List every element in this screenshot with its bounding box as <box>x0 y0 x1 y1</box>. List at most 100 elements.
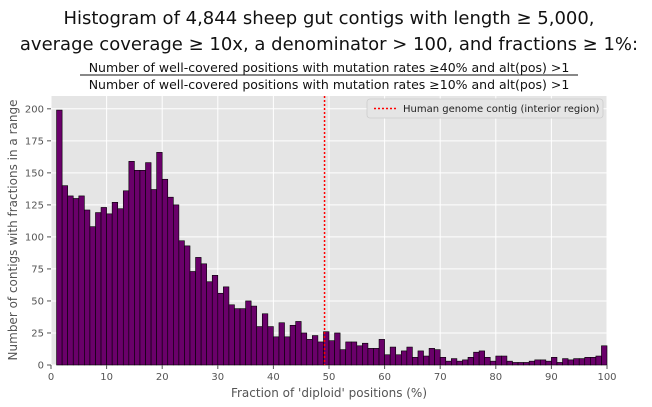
histogram-bar <box>339 349 346 366</box>
histogram-bar <box>56 109 63 366</box>
histogram-bar <box>551 357 558 366</box>
x-axis-label: Fraction of 'diploid' positions (%) <box>231 386 427 400</box>
histogram-bar <box>362 342 369 366</box>
histogram-bar <box>350 341 358 366</box>
histogram-bar <box>161 178 169 366</box>
histogram-bar <box>189 271 196 366</box>
histogram-bar <box>484 357 491 366</box>
x-tick-label: 20 <box>156 372 169 383</box>
x-tick-label: 80 <box>489 372 502 383</box>
histogram-bar <box>278 322 285 366</box>
fraction-numerator: Number of well-covered positions with mu… <box>89 60 570 75</box>
histogram-bar <box>451 358 458 366</box>
histogram-bar <box>223 286 230 366</box>
histogram-bar <box>439 357 447 366</box>
histogram-bar <box>334 332 341 366</box>
histogram-bar <box>178 240 185 366</box>
histogram-bar <box>173 204 180 366</box>
y-axis-label: Number of contigs with fractions in a ra… <box>6 100 20 361</box>
y-tick-label: 175 <box>25 136 44 147</box>
histogram-bar <box>367 348 374 366</box>
histogram-bar <box>495 355 502 366</box>
histogram-bar <box>478 350 485 366</box>
x-axis-ticks: 0 10 20 30 40 50 60 70 80 90 100 <box>48 365 617 383</box>
histogram-bar <box>273 336 280 366</box>
histogram-bar <box>211 275 219 366</box>
histogram-bar <box>590 357 597 366</box>
histogram-bar <box>145 162 152 366</box>
histogram-bar <box>517 362 524 366</box>
histogram-bar <box>184 245 191 366</box>
histogram-bar <box>306 339 313 366</box>
y-tick-label: 0 <box>38 361 44 372</box>
histogram-bar <box>117 208 124 366</box>
histogram-bar <box>300 332 308 366</box>
histogram-bar <box>261 313 269 366</box>
histogram-bar <box>122 190 130 366</box>
x-tick-label: 100 <box>597 372 616 383</box>
histogram-bar <box>601 345 608 366</box>
histogram-bar <box>128 161 135 366</box>
y-axis-ticks: 0 25 50 75 100 125 150 175 200 <box>25 104 51 372</box>
histogram-bar <box>295 321 302 366</box>
histogram-bar <box>356 345 363 366</box>
histogram-bar <box>95 212 102 366</box>
histogram-bars <box>56 109 608 366</box>
histogram-bar <box>384 354 391 366</box>
histogram-bar <box>501 355 508 366</box>
histogram-bar <box>195 257 202 366</box>
histogram-bar <box>67 195 74 366</box>
x-tick-label: 30 <box>211 372 224 383</box>
histogram-bar <box>534 359 541 366</box>
legend-label: Human genome contig (interior region) <box>403 104 599 115</box>
histogram-bar <box>445 360 452 366</box>
x-tick-label: 90 <box>545 372 558 383</box>
y-tick-label: 25 <box>31 328 44 339</box>
histogram-bar <box>512 362 519 366</box>
histogram-bar <box>61 185 68 366</box>
histogram-bar <box>345 341 352 366</box>
histogram-bar <box>72 198 80 366</box>
histogram-bar <box>206 281 213 366</box>
histogram-bar <box>506 360 513 366</box>
x-tick-label: 0 <box>48 372 54 383</box>
histogram-bar <box>134 169 141 366</box>
histogram-bar <box>489 360 497 366</box>
histogram-bar <box>239 308 246 366</box>
y-tick-label: 150 <box>25 168 44 179</box>
y-tick-label: 200 <box>25 104 44 115</box>
histogram-bar <box>200 263 207 366</box>
histogram-bar <box>395 354 402 366</box>
histogram-bar <box>473 351 480 366</box>
histogram-bar <box>462 359 469 366</box>
y-tick-label: 100 <box>25 232 44 243</box>
legend: Human genome contig (interior region) <box>366 98 604 119</box>
histogram-bar <box>584 357 591 366</box>
x-tick-label: 70 <box>434 372 447 383</box>
histogram-bar <box>378 339 385 366</box>
histogram-bar <box>150 189 157 366</box>
histogram-bar <box>317 341 324 366</box>
histogram-bar <box>545 360 552 366</box>
histogram-bar <box>556 362 563 366</box>
histogram-bar <box>523 362 530 366</box>
histogram-bar <box>228 304 235 366</box>
histogram-bar <box>284 336 291 366</box>
histogram-bar <box>106 213 113 366</box>
x-tick-label: 10 <box>100 372 113 383</box>
histogram-bar <box>373 348 380 366</box>
histogram-bar <box>100 207 107 366</box>
histogram-bar <box>539 359 547 366</box>
histogram-bar <box>234 308 241 366</box>
histogram-bar <box>412 357 419 366</box>
histogram-bar <box>467 357 474 366</box>
histogram-bar <box>156 152 163 366</box>
histogram-bar <box>217 292 224 366</box>
histogram-bar <box>389 346 397 366</box>
histogram-bar <box>111 202 119 366</box>
y-tick-label: 75 <box>31 264 44 275</box>
histogram-bar <box>456 360 463 366</box>
histogram-bar <box>406 346 413 366</box>
histogram-bar <box>250 305 258 366</box>
